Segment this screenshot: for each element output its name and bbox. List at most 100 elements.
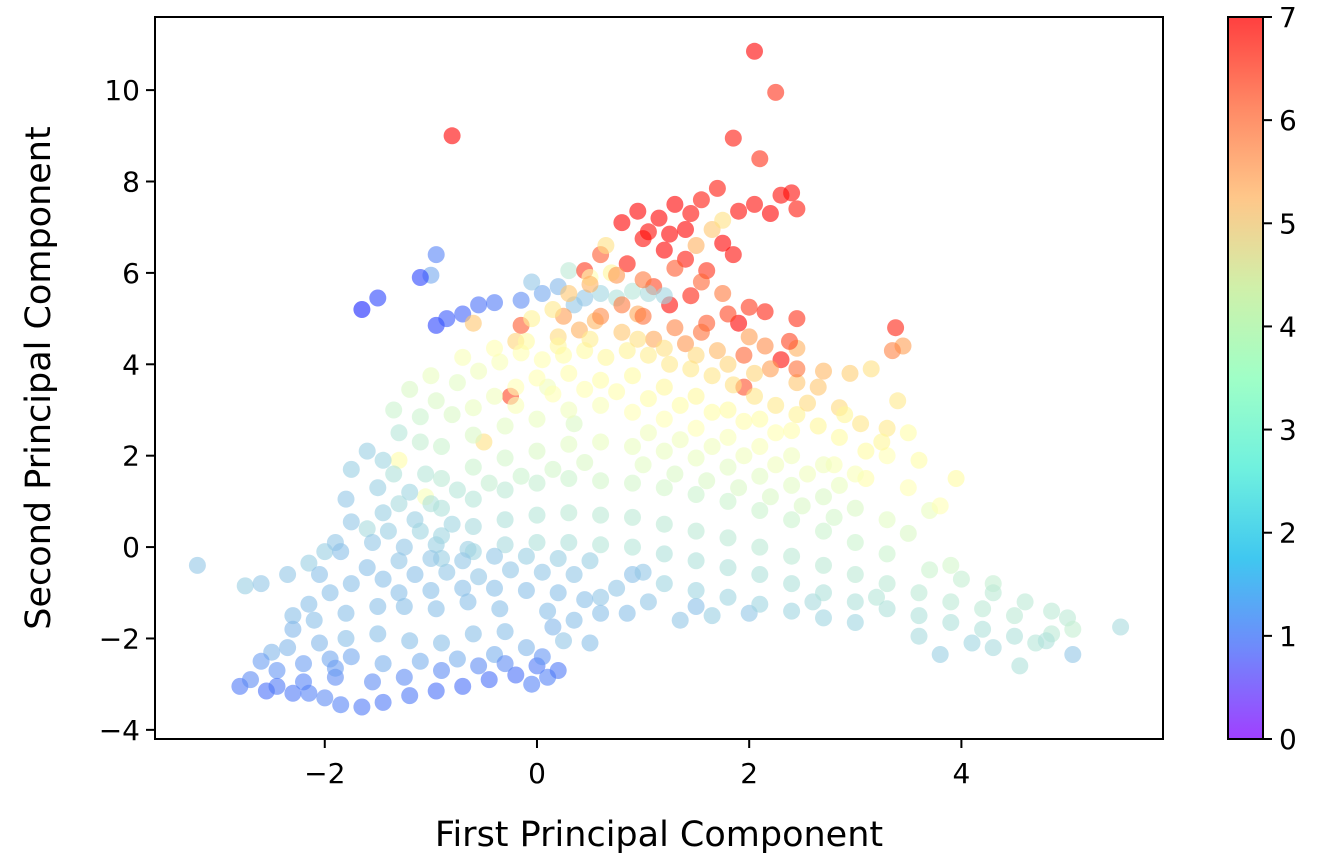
data-point-196 bbox=[358, 442, 376, 460]
data-point-3 bbox=[279, 566, 297, 583]
data-point-378 bbox=[422, 495, 440, 513]
data-point-8 bbox=[284, 607, 302, 625]
data-point-363 bbox=[517, 582, 535, 599]
data-point-361 bbox=[454, 579, 472, 597]
data-point-260 bbox=[783, 476, 801, 494]
data-point-165 bbox=[464, 625, 482, 643]
data-point-426 bbox=[512, 467, 530, 485]
data-point-387 bbox=[899, 524, 917, 542]
data-point-188 bbox=[342, 513, 360, 531]
data-point-169 bbox=[337, 604, 355, 622]
data-point-321 bbox=[783, 602, 801, 620]
data-point-213 bbox=[661, 355, 679, 373]
data-point-416 bbox=[825, 508, 843, 526]
data-point-216 bbox=[724, 376, 742, 394]
data-point-145 bbox=[401, 687, 419, 705]
data-point-300 bbox=[528, 534, 546, 551]
data-point-117 bbox=[682, 205, 700, 222]
data-point-398 bbox=[326, 659, 344, 677]
data-point-166 bbox=[496, 623, 514, 641]
data-point-396 bbox=[300, 595, 318, 613]
data-point-72 bbox=[751, 150, 769, 168]
data-point-445 bbox=[687, 346, 705, 364]
data-point-155 bbox=[268, 662, 286, 679]
data-point-43 bbox=[899, 424, 917, 442]
data-point-422 bbox=[799, 465, 816, 483]
data-point-315 bbox=[1006, 627, 1023, 645]
data-point-303 bbox=[624, 538, 641, 556]
data-point-58 bbox=[756, 337, 774, 355]
data-point-149 bbox=[507, 666, 525, 684]
data-point-164 bbox=[433, 634, 450, 652]
data-point-358 bbox=[252, 652, 270, 670]
data-point-265 bbox=[496, 481, 514, 499]
data-point-217 bbox=[746, 387, 763, 405]
data-point-96 bbox=[639, 285, 657, 302]
data-point-296 bbox=[1006, 607, 1023, 625]
data-point-139 bbox=[284, 684, 302, 702]
data-point-160 bbox=[311, 634, 328, 652]
data-point-85 bbox=[486, 294, 503, 312]
data-point-14 bbox=[565, 415, 583, 433]
colorbar: 0 1 2 3 4 5 6 7 bbox=[1227, 1, 1297, 756]
data-point-280 bbox=[496, 511, 514, 529]
data-point-282 bbox=[560, 504, 578, 522]
data-point-284 bbox=[624, 508, 641, 526]
data-point-369 bbox=[454, 552, 472, 570]
data-point-347 bbox=[799, 394, 816, 412]
data-point-95 bbox=[624, 282, 641, 300]
data-point-4 bbox=[300, 554, 318, 572]
y-tick-label: 6 bbox=[122, 257, 140, 290]
data-point-234 bbox=[783, 422, 801, 440]
data-point-250 bbox=[464, 458, 482, 476]
data-point-80 bbox=[411, 269, 429, 286]
y-tick-label: 8 bbox=[122, 166, 140, 199]
data-point-89 bbox=[523, 273, 541, 291]
data-point-299 bbox=[496, 536, 514, 554]
data-point-249 bbox=[433, 470, 450, 487]
data-point-182 bbox=[565, 566, 583, 583]
colorbar-frame bbox=[1227, 16, 1264, 740]
data-point-84 bbox=[470, 296, 488, 314]
data-point-417 bbox=[639, 424, 657, 442]
data-point-283 bbox=[592, 506, 610, 524]
data-point-25 bbox=[868, 588, 885, 606]
y-axis-label: Second Principal Component bbox=[19, 126, 59, 629]
data-point-27 bbox=[931, 646, 949, 663]
data-point-19 bbox=[687, 598, 705, 615]
data-point-178 bbox=[438, 563, 456, 581]
data-point-246 bbox=[783, 447, 801, 465]
data-point-131 bbox=[687, 237, 705, 254]
data-point-346 bbox=[873, 433, 891, 451]
data-point-403 bbox=[544, 618, 562, 636]
data-point-350 bbox=[448, 650, 466, 668]
data-point-129 bbox=[677, 221, 694, 238]
data-point-408 bbox=[671, 611, 689, 629]
data-point-105 bbox=[708, 342, 726, 360]
data-point-278 bbox=[433, 527, 450, 545]
data-point-273 bbox=[751, 502, 769, 519]
data-point-161 bbox=[337, 630, 355, 647]
data-point-272 bbox=[719, 492, 737, 510]
colorbar-gradient bbox=[1228, 17, 1263, 739]
data-point-78 bbox=[353, 301, 371, 318]
data-point-87 bbox=[533, 285, 551, 302]
data-point-36 bbox=[1112, 618, 1130, 636]
data-point-177 bbox=[406, 566, 424, 583]
data-point-317 bbox=[655, 575, 673, 593]
data-point-290 bbox=[815, 556, 832, 574]
data-point-29 bbox=[984, 639, 1002, 657]
data-point-341 bbox=[692, 273, 710, 291]
data-point-240 bbox=[592, 396, 610, 414]
data-point-133 bbox=[714, 211, 732, 229]
data-point-327 bbox=[666, 319, 684, 337]
data-point-401 bbox=[496, 655, 514, 673]
data-point-348 bbox=[374, 655, 392, 673]
data-point-393 bbox=[857, 442, 875, 460]
data-point-38 bbox=[942, 556, 960, 574]
data-point-399 bbox=[295, 673, 312, 691]
data-point-323 bbox=[846, 614, 864, 631]
data-point-64 bbox=[719, 305, 737, 323]
data-point-44 bbox=[878, 419, 896, 437]
